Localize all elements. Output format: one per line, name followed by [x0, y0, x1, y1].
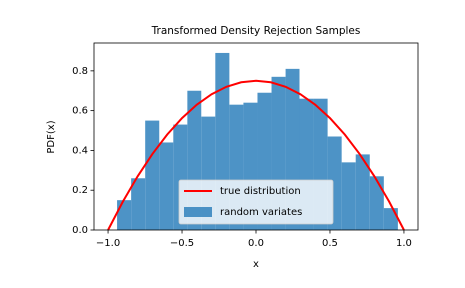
histogram-bar — [145, 120, 160, 230]
histogram-bar — [355, 154, 370, 230]
legend-label: true distribution — [220, 186, 301, 197]
histogram-bar — [383, 208, 398, 230]
x-tick-label: 0.0 — [248, 238, 264, 249]
y-tick-label: 0.6 — [72, 106, 88, 117]
histogram-bar — [369, 176, 384, 230]
x-axis-label: x — [253, 259, 259, 270]
chart-title: Transformed Density Rejection Samples — [151, 25, 361, 37]
x-tick-label: 1.0 — [396, 238, 412, 249]
y-tick-label: 0.2 — [72, 185, 88, 196]
histogram-bar — [159, 142, 174, 230]
x-tick-label: −0.5 — [170, 238, 194, 249]
x-tick-label: −1.0 — [96, 238, 120, 249]
histogram-bar — [341, 162, 356, 230]
y-axis-label: PDF(x) — [46, 120, 57, 153]
y-tick-label: 0.8 — [72, 66, 88, 77]
y-tick-label: 0.0 — [72, 225, 88, 236]
y-tick-label: 0.4 — [72, 145, 88, 156]
legend: true distribution random variates — [178, 179, 334, 225]
legend-swatch — [184, 207, 212, 217]
histogram-bar — [117, 200, 132, 230]
legend-label: random variates — [220, 207, 302, 218]
histogram-bar — [131, 178, 146, 230]
legend-box — [178, 179, 334, 225]
pdf-line — [107, 79, 405, 231]
x-tick-label: 0.5 — [322, 238, 338, 249]
